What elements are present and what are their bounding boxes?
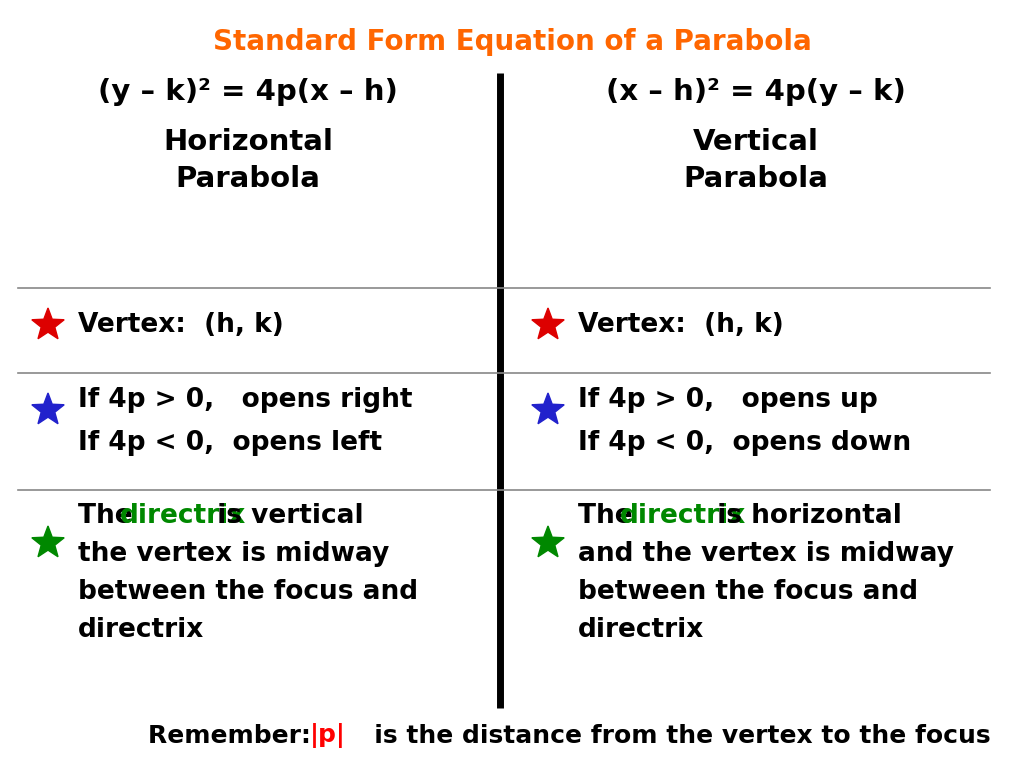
Text: Vertex:  (h, k): Vertex: (h, k) bbox=[78, 312, 284, 338]
Text: is vertical: is vertical bbox=[208, 503, 364, 529]
Polygon shape bbox=[32, 526, 65, 557]
Text: between the focus and: between the focus and bbox=[578, 579, 919, 605]
Text: is the distance from the vertex to the focus: is the distance from the vertex to the f… bbox=[348, 724, 990, 748]
Text: (y – k)² = 4p(x – h): (y – k)² = 4p(x – h) bbox=[98, 78, 398, 106]
Text: |p|: |p| bbox=[310, 723, 346, 749]
Text: Standard Form Equation of a Parabola: Standard Form Equation of a Parabola bbox=[213, 28, 811, 56]
Text: If 4p < 0,  opens down: If 4p < 0, opens down bbox=[578, 430, 911, 456]
Text: Remember:: Remember: bbox=[148, 724, 337, 748]
Text: If 4p > 0,   opens up: If 4p > 0, opens up bbox=[578, 387, 878, 413]
Text: the vertex is midway: the vertex is midway bbox=[78, 541, 389, 567]
Text: If 4p > 0,   opens right: If 4p > 0, opens right bbox=[78, 387, 413, 413]
Text: Horizontal
Parabola: Horizontal Parabola bbox=[163, 128, 333, 193]
Polygon shape bbox=[32, 393, 65, 424]
Polygon shape bbox=[531, 526, 564, 557]
Text: directrix: directrix bbox=[78, 617, 204, 643]
Text: directrix: directrix bbox=[120, 503, 246, 529]
Text: directrix: directrix bbox=[578, 617, 705, 643]
Text: between the focus and: between the focus and bbox=[78, 579, 418, 605]
Text: directrix: directrix bbox=[620, 503, 746, 529]
Text: If 4p < 0,  opens left: If 4p < 0, opens left bbox=[78, 430, 382, 456]
Text: The: The bbox=[78, 503, 141, 529]
Text: (x – h)² = 4p(y – k): (x – h)² = 4p(y – k) bbox=[606, 78, 906, 106]
Polygon shape bbox=[531, 308, 564, 339]
Text: Vertical
Parabola: Vertical Parabola bbox=[684, 128, 828, 193]
Text: is horizontal: is horizontal bbox=[708, 503, 902, 529]
Text: Vertex:  (h, k): Vertex: (h, k) bbox=[578, 312, 783, 338]
Text: and the vertex is midway: and the vertex is midway bbox=[578, 541, 954, 567]
Polygon shape bbox=[32, 308, 65, 339]
Polygon shape bbox=[531, 393, 564, 424]
Text: The: The bbox=[578, 503, 642, 529]
